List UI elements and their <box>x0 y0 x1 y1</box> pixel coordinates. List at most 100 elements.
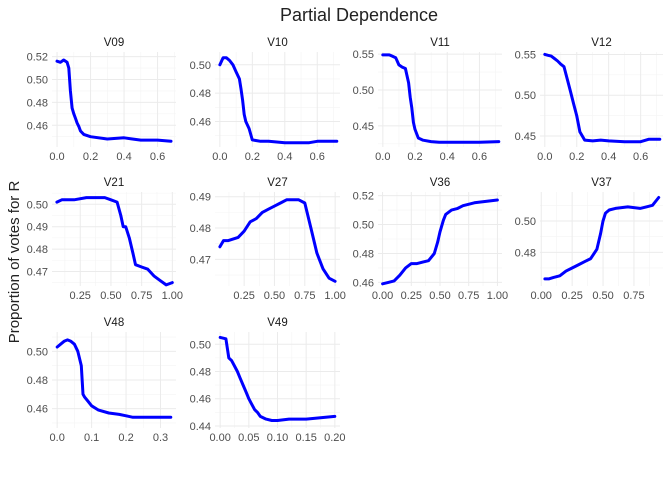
series-line-v21 <box>55 196 174 287</box>
x-tick-label: 0.6 <box>633 151 648 163</box>
y-tick-label: 0.50 <box>515 90 536 102</box>
panel-title: V10 <box>267 37 287 49</box>
y-tick-label: 0.46 <box>190 116 211 128</box>
x-tick-label: 0.6 <box>150 151 165 163</box>
x-tick-label: 0.50 <box>429 290 450 302</box>
x-tick-label: 0.4 <box>116 151 131 163</box>
panel-v27: V27 0.25 0.50 0.75 1.00 0.47 0.48 0.49 <box>190 177 346 302</box>
x-tick-label: 0.50 <box>100 290 121 302</box>
y-tick-label: 0.49 <box>190 192 211 204</box>
x-tick-label: 0.75 <box>294 290 315 302</box>
y-tick-label: 0.47 <box>27 266 48 278</box>
x-tick-label: 0.4 <box>440 151 455 163</box>
x-tick-label: 0.3 <box>153 432 168 444</box>
x-tick-label: 0.75 <box>623 290 644 302</box>
x-tick-label: 0.75 <box>131 290 152 302</box>
y-tick-label: 0.55 <box>353 49 374 61</box>
panel-v37: V37 0.00 0.25 0.50 0.75 0.48 0.50 <box>515 177 663 302</box>
x-tick-label: 0.0 <box>49 151 64 163</box>
x-tick-label: 0.00 <box>531 290 552 302</box>
panel-v11: V11 0.0 0.2 0.4 0.6 0.45 0.50 0.55 <box>353 37 502 163</box>
series-line-v27 <box>218 198 337 283</box>
panel-title: V37 <box>591 177 611 189</box>
series-line-v49 <box>218 335 337 422</box>
x-tick-label: 0.0 <box>212 151 227 163</box>
panel-v36: V36 0.00 0.25 0.50 0.75 1.00 0.46 0.48 0.50 0.52 <box>353 177 509 302</box>
x-tick-label: 0.1 <box>84 432 99 444</box>
panel-title: V09 <box>104 37 124 49</box>
x-tick-label: 0.2 <box>83 151 98 163</box>
x-tick-label: 0.05 <box>238 432 259 444</box>
y-tick-label: 0.50 <box>27 346 48 358</box>
y-tick-label: 0.48 <box>27 244 48 256</box>
x-tick-label: 1.00 <box>324 290 345 302</box>
x-tick-label: 0.6 <box>310 151 325 163</box>
x-tick-label: 0.50 <box>592 290 613 302</box>
x-tick-label: 0.20 <box>324 432 345 444</box>
y-tick-label: 0.46 <box>353 277 374 289</box>
y-tick-label: 0.48 <box>190 366 211 378</box>
y-tick-label: 0.52 <box>353 191 374 203</box>
series-line-v48 <box>55 338 173 419</box>
panel-title: V27 <box>267 177 287 189</box>
series-line-v11 <box>381 53 501 144</box>
x-tick-label: 0.2 <box>569 151 584 163</box>
x-tick-label: 0.2 <box>245 151 260 163</box>
x-tick-label: 1.00 <box>487 290 508 302</box>
series-line-v09 <box>55 58 173 143</box>
y-tick-label: 0.50 <box>353 220 374 232</box>
y-tick-label: 0.50 <box>515 216 536 228</box>
y-tick-label: 0.48 <box>190 88 211 100</box>
x-tick-label: 0.75 <box>458 290 479 302</box>
panel-v49: V49 0.00 0.05 0.10 0.15 0.20 0.44 0.46 0.48 0.50 <box>190 317 346 444</box>
panel-title: V11 <box>430 37 450 49</box>
x-tick-label: 0.15 <box>295 432 316 444</box>
x-tick-label: 0.25 <box>561 290 582 302</box>
y-tick-label: 0.47 <box>190 254 211 266</box>
x-tick-label: 0.0 <box>50 432 65 444</box>
x-tick-label: 0.0 <box>375 151 390 163</box>
series-line-v10 <box>218 56 339 145</box>
y-tick-label: 0.48 <box>27 375 48 387</box>
y-tick-label: 0.46 <box>27 404 48 416</box>
x-tick-label: 0.25 <box>401 290 422 302</box>
x-tick-label: 0.0 <box>537 151 552 163</box>
y-tick-label: 0.45 <box>515 131 536 143</box>
x-tick-label: 0.6 <box>472 151 487 163</box>
y-tick-label: 0.48 <box>27 97 48 109</box>
panel-title: V48 <box>104 317 124 329</box>
panel-v09: V09 0.0 0.2 0.4 0.6 0.46 0.48 0.50 0.52 <box>27 37 176 163</box>
panels: V09 0.0 0.2 0.4 0.6 0.46 0.48 0.50 0.52 V10 0.0 0.2… <box>27 37 663 444</box>
y-tick-label: 0.46 <box>27 120 48 132</box>
y-tick-label: 0.50 <box>27 199 48 211</box>
y-tick-label: 0.50 <box>27 74 48 86</box>
x-tick-label: 0.25 <box>233 290 254 302</box>
y-axis-label: Proportion of votes for R <box>6 181 23 344</box>
x-tick-label: 0.00 <box>209 432 230 444</box>
x-tick-label: 1.00 <box>162 290 183 302</box>
x-tick-label: 0.10 <box>267 432 288 444</box>
x-tick-label: 0.00 <box>372 290 393 302</box>
y-tick-label: 0.44 <box>190 421 211 433</box>
chart-title: Partial Dependence <box>280 5 438 25</box>
y-tick-label: 0.52 <box>27 52 48 64</box>
x-tick-label: 0.2 <box>118 432 133 444</box>
x-tick-label: 0.2 <box>407 151 422 163</box>
y-tick-label: 0.48 <box>515 247 536 259</box>
panel-title: V21 <box>104 177 124 189</box>
y-tick-label: 0.45 <box>353 121 374 133</box>
panel-v10: V10 0.0 0.2 0.4 0.6 0.46 0.48 0.50 <box>190 37 340 163</box>
panel-v48: V48 0.0 0.1 0.2 0.3 0.46 0.48 0.50 <box>27 317 176 444</box>
panel-v21: V21 0.25 0.50 0.75 1.00 0.47 0.48 0.49 0.50 <box>27 177 183 302</box>
x-tick-label: 0.4 <box>277 151 292 163</box>
y-tick-label: 0.48 <box>190 223 211 235</box>
panel-title: V36 <box>430 177 450 189</box>
y-tick-label: 0.46 <box>190 394 211 406</box>
y-tick-label: 0.55 <box>515 49 536 61</box>
series-line-v12 <box>543 52 662 144</box>
x-tick-label: 0.4 <box>601 151 616 163</box>
panel-v12: V12 0.0 0.2 0.4 0.6 0.45 0.50 0.55 <box>515 37 663 163</box>
y-tick-label: 0.50 <box>190 339 211 351</box>
y-tick-label: 0.48 <box>353 248 374 260</box>
